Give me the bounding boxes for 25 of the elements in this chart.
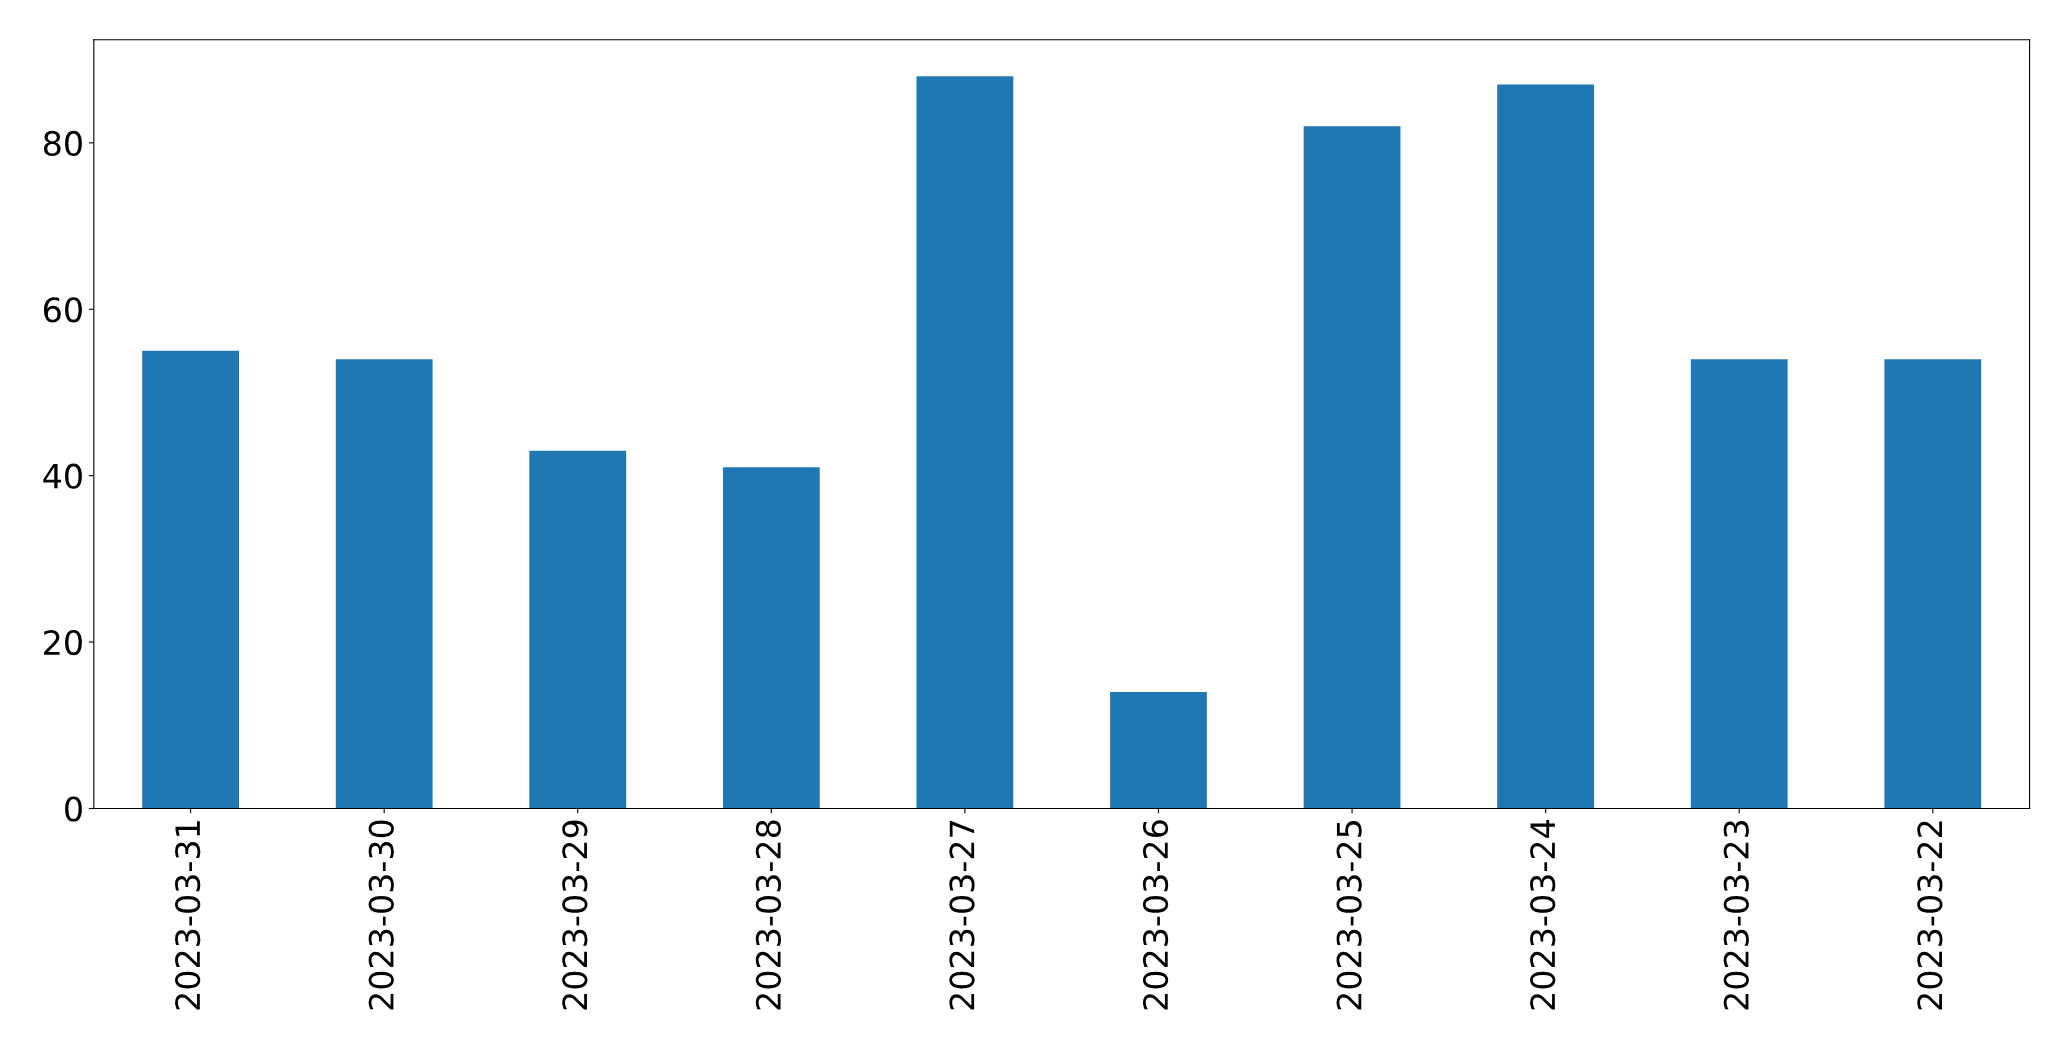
x-tick-label: 2023-03-25 — [1336, 821, 1362, 1010]
y-tick-label: 60 — [44, 297, 82, 323]
y-tick-label: 0 — [65, 796, 82, 822]
bar — [916, 76, 1014, 809]
x-tick-label: 2023-03-31 — [175, 821, 201, 1010]
x-tick-label: 2023-03-24 — [1530, 820, 1556, 1010]
x-tick-label: 2023-03-27 — [949, 821, 975, 1010]
y-tick-label: 40 — [43, 463, 82, 489]
x-tick-label: 2023-03-23 — [1723, 820, 1749, 1010]
bar — [1884, 359, 1982, 809]
bar — [1110, 692, 1207, 809]
bar — [1303, 126, 1401, 809]
x-tick-label: 2023-03-30 — [368, 820, 394, 1010]
y-tick-label: 20 — [44, 630, 82, 656]
x-tick-label: 2023-03-29 — [562, 820, 588, 1010]
bar — [335, 359, 433, 809]
bar — [1690, 359, 1788, 809]
y-tick-label: 80 — [43, 130, 82, 156]
bar — [142, 350, 239, 809]
x-tick-label: 2023-03-22 — [1917, 821, 1943, 1010]
bar — [722, 467, 820, 809]
bar — [529, 450, 627, 809]
x-tick-label: 2023-03-26 — [1142, 820, 1169, 1010]
bar — [1497, 84, 1595, 809]
x-tick-label: 2023-03-28 — [755, 820, 782, 1010]
